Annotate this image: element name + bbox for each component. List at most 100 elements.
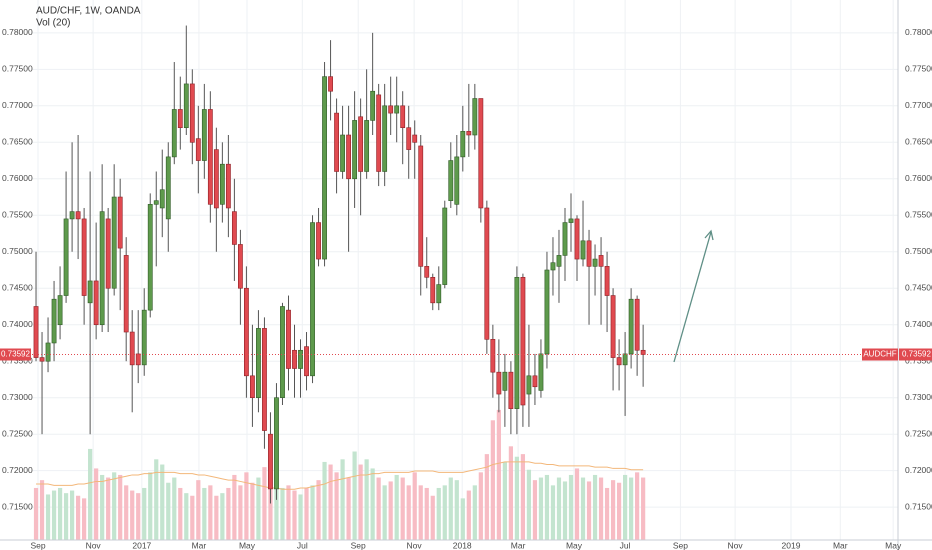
volume-ma-line [36,461,644,490]
candle-body [520,276,526,406]
volume-bar [280,487,285,540]
volume-bar [532,480,538,540]
candle-body [358,116,364,172]
x-tick-label: Jul [620,540,631,550]
y-tick-label-left: 0.73000 [2,392,33,402]
y-tick-label-left: 0.75000 [2,246,33,256]
candle-body [436,284,442,304]
x-tick-label: Nov [407,540,423,550]
candle-body [424,266,430,278]
volume-bar [364,459,369,540]
volume-bar [82,498,87,540]
candle-body [51,298,57,344]
candle-body [484,207,490,340]
candle-body [322,76,327,260]
candle-body [550,262,556,271]
y-tick-label-left: 0.77500 [2,64,33,74]
volume-bar [484,454,489,540]
volume-bar [454,480,459,540]
volume-bar [478,472,483,540]
volume-bar [514,456,520,540]
candle-body [189,83,195,143]
candle-body [159,189,165,209]
grid [32,0,898,540]
volume-bar [358,464,363,540]
y-tick-label-left: 0.71500 [2,501,33,511]
y-tick-label: 0.76000 [905,173,932,183]
candle-body [298,349,303,369]
volume-bar [160,464,165,540]
candle-body [454,156,460,205]
candle-body [177,109,183,129]
volume-bar [262,467,267,540]
volume-bar [256,477,261,540]
candle-body [490,339,496,373]
volume-bar [424,487,429,540]
volume-bar [496,409,501,540]
volume-bar [250,482,255,540]
volume-bar [580,477,586,540]
volume-bar [286,485,291,540]
candle-body [135,353,141,366]
candle-body [568,218,574,223]
y-tick-label-left: 0.75500 [2,210,33,220]
volume-bar [142,487,147,540]
candle-body [244,287,249,377]
volume-bar [190,495,195,540]
y-tick-label: 0.75500 [905,210,932,220]
y-tick-label: 0.77500 [905,64,932,74]
volume-bar [76,495,81,540]
volume-bar [448,477,453,540]
volume-bar [316,480,321,540]
volume-bar [466,490,471,540]
y-tick-label: 0.73000 [905,392,932,402]
x-tick-label: Mar [511,540,526,550]
volume-bar [616,482,622,540]
volume-bar [118,474,123,540]
y-tick-label: 0.76500 [905,137,932,147]
symbol-tag-bg [862,348,898,361]
axes: Sep Nov 2017 Mar May Jul Sep Nov 2018 Mar May Jul Se… [0,27,932,550]
y-tick-label-left: 0.78000 [2,27,33,37]
candle-body [262,328,267,431]
candle-body [610,295,616,358]
candle-body [45,342,51,362]
volume-bar [214,495,219,540]
candle-body [87,280,93,304]
volume-bar [376,477,381,540]
volume-bar [148,472,153,540]
volume-bar [130,490,135,540]
candle-body [376,94,382,172]
volume-bar [322,461,327,540]
volume-bar [550,485,556,540]
x-tick-label: Nov [728,540,744,550]
x-tick-label: May [239,540,256,550]
candle-body [237,244,243,289]
volume-bar [592,474,598,540]
candle-body [466,131,472,136]
x-tick-label: 2019 [782,540,801,550]
volume-label: Vol (20) [36,18,70,29]
candle-body [538,353,544,391]
candle-body [442,207,448,285]
candle-body [183,83,189,129]
candle-body [219,163,225,205]
x-tick-label: Mar [192,540,207,550]
candle-body [286,309,291,369]
volume-bar [208,485,213,540]
candle-body [93,280,99,326]
volume-bar [442,485,447,540]
y-tick-label-left: 0.74000 [2,319,33,329]
volume-bar [526,469,532,540]
y-tick-label: 0.78000 [905,27,932,37]
volume-bar [472,485,477,540]
candle-body [604,266,610,296]
candle-body [292,349,297,369]
trend-arrow [673,231,712,363]
x-tick-label: May [566,540,583,550]
volume-bar [568,474,574,540]
candle-body [634,298,640,351]
last-price-tag: 0.73592 [902,350,931,359]
candle-body [496,371,502,395]
candle-body [586,240,592,267]
